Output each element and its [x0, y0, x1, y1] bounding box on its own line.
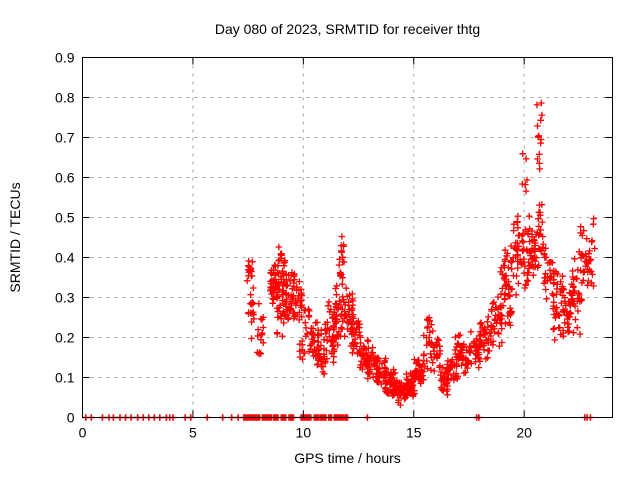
scatter-series	[82, 99, 598, 421]
y-tick-label: 0.1	[55, 370, 75, 386]
x-axis-label: GPS time / hours	[294, 450, 401, 466]
y-tick-label: 0.8	[55, 90, 75, 106]
y-tick-label: 0.6	[55, 170, 75, 186]
scatter-points	[243, 99, 598, 409]
y-tick-label: 0.7	[55, 130, 75, 146]
y-tick-label: 0.9	[55, 50, 75, 66]
y-tick-labels: 0 0.1 0.2 0.3 0.4 0.5 0.6 0.7 0.8 0.9	[55, 50, 75, 426]
x-tick-label: 5	[189, 425, 197, 441]
x-tick-label: 15	[406, 425, 422, 441]
gridlines	[82, 57, 613, 418]
y-tick-label: 0	[67, 410, 75, 426]
x-tick-labels: 0 5 10 15 20	[79, 425, 533, 441]
plot-border	[82, 57, 613, 418]
x-tick-label: 20	[516, 425, 532, 441]
axis-ticks	[82, 57, 613, 418]
y-tick-label: 0.3	[55, 290, 75, 306]
x-tick-label: 0	[79, 425, 87, 441]
x-tick-label: 10	[296, 425, 312, 441]
y-tick-label: 0.2	[55, 330, 75, 346]
y-axis-label: SRMTID / TECUs	[7, 182, 23, 292]
y-tick-label: 0.4	[55, 250, 75, 266]
chart-title: Day 080 of 2023, SRMTID for receiver tht…	[215, 21, 480, 37]
y-tick-label: 0.5	[55, 210, 75, 226]
